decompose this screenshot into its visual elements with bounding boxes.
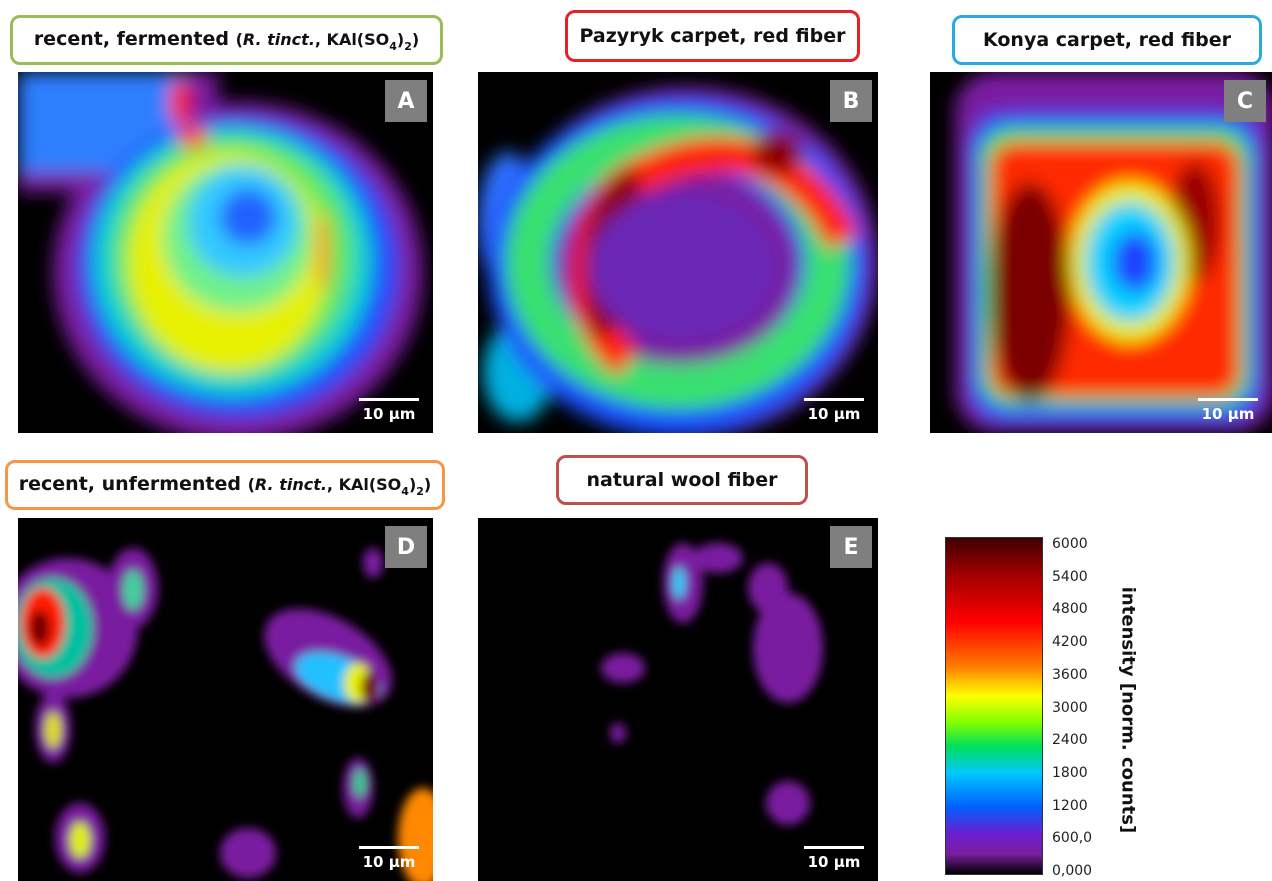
panel-title: Pazyryk carpet, red fiber — [565, 10, 860, 62]
title-part: 4 — [401, 485, 409, 498]
colorbar — [945, 537, 1043, 875]
colorbar-tick-label: 2400 — [1052, 732, 1088, 748]
title-text: Konya carpet, red fiber — [983, 29, 1231, 51]
panel-letter: A — [385, 80, 427, 122]
colorbar-tick-label: 3600 — [1052, 667, 1088, 683]
panel-image: A 10 µm — [18, 72, 433, 433]
title-part: ( — [236, 30, 243, 49]
figure: A 10 µm B 10 µm C 10 µm — [0, 0, 1272, 881]
heatmap — [930, 72, 1272, 433]
panel-title: Konya carpet, red fiber — [952, 15, 1262, 65]
panel-letter: E — [830, 526, 872, 568]
panel-title: recent, fermented (R. tinct., KAl(SO4)2) — [10, 15, 443, 65]
title-part: 2 — [416, 485, 424, 498]
panel-image: B 10 µm — [478, 72, 878, 433]
colorbar-tick-label: 6000 — [1052, 536, 1088, 552]
scale-bar: 10 µm — [1198, 398, 1258, 423]
colorbar-tick-label: 4800 — [1052, 601, 1088, 617]
scale-bar: 10 µm — [359, 846, 419, 871]
title-text: recent, unfermented (R. tinct., KAl(SO4)… — [19, 473, 431, 498]
title-text: Pazyryk carpet, red fiber — [580, 25, 846, 47]
title-part: ( — [248, 475, 255, 494]
title-part: 4 — [389, 40, 397, 53]
heatmap — [478, 72, 878, 433]
title-part: recent, unfermented — [19, 473, 248, 495]
panel-image: C 10 µm — [930, 72, 1272, 433]
colorbar-tick-label: 0,000 — [1052, 863, 1092, 879]
colorbar-tick-label: 1200 — [1052, 798, 1088, 814]
colorbar-tick-label: 5400 — [1052, 569, 1088, 585]
title-text: natural wool fiber — [586, 469, 777, 491]
scale-bar: 10 µm — [804, 398, 864, 423]
scale-bar: 10 µm — [804, 846, 864, 871]
panel-letter: C — [1224, 80, 1266, 122]
title-part: ) — [424, 475, 431, 494]
heatmap — [18, 72, 433, 433]
title-part: R. tinct. — [243, 30, 315, 49]
title-text: recent, fermented (R. tinct., KAl(SO4)2) — [34, 28, 419, 53]
panel-letter: B — [830, 80, 872, 122]
title-part: , KAl(SO — [327, 475, 401, 494]
panel-image: D 10 µm — [18, 518, 433, 881]
title-part: , KAl(SO — [315, 30, 389, 49]
title-part: ) — [412, 30, 419, 49]
title-part: natural wool fiber — [586, 469, 777, 491]
title-part: Pazyryk carpet, red fiber — [580, 25, 846, 47]
panel-image: E 10 µm — [478, 518, 878, 881]
colorbar-tick-label: 3000 — [1052, 700, 1088, 716]
heatmap — [18, 518, 433, 881]
colorbar-tick-label: 600,0 — [1052, 830, 1092, 846]
colorbar-tick-label: 1800 — [1052, 765, 1088, 781]
panel-title: natural wool fiber — [556, 455, 808, 505]
title-part: R. tinct. — [255, 475, 327, 494]
colorbar-label: intensity [norm. counts] — [1118, 587, 1139, 833]
panel-title: recent, unfermented (R. tinct., KAl(SO4)… — [5, 460, 445, 510]
panel-letter: D — [385, 526, 427, 568]
scale-bar: 10 µm — [359, 398, 419, 423]
heatmap — [478, 518, 878, 881]
title-part: recent, fermented — [34, 28, 236, 50]
title-part: Konya carpet, red fiber — [983, 29, 1231, 51]
colorbar-tick-label: 4200 — [1052, 634, 1088, 650]
title-part: 2 — [404, 40, 412, 53]
